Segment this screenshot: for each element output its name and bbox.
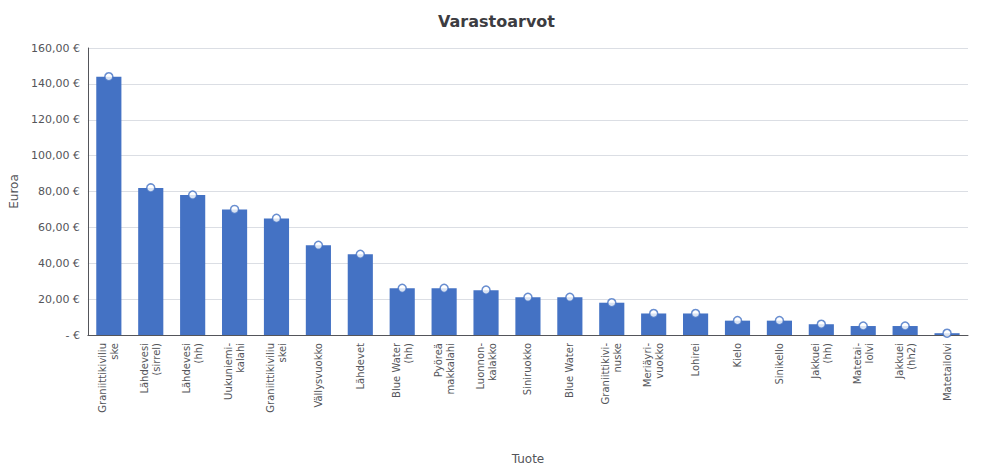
svg-text:140,00 €: 140,00 € <box>31 77 80 90</box>
svg-text:Jakkuei: Jakkuei <box>894 343 905 380</box>
svg-text:nuske: nuske <box>612 343 623 372</box>
svg-text:Graniittikivi-: Graniittikivi- <box>600 343 611 405</box>
svg-text:Meriäyri-: Meriäyri- <box>642 343 653 388</box>
svg-text:ske: ske <box>109 343 120 360</box>
svg-text:Blue Water: Blue Water <box>391 342 402 398</box>
svg-text:Sinikello: Sinikello <box>774 343 785 385</box>
svg-text:Uukuniemi-: Uukuniemi- <box>223 343 234 400</box>
svg-text:kalakko: kalakko <box>487 343 498 381</box>
svg-text:(hh): (hh) <box>403 343 414 364</box>
svg-text:Pyöreä: Pyöreä <box>433 343 444 377</box>
svg-text:Vällysvuokko: Vällysvuokko <box>313 343 324 408</box>
svg-text:lolvi: lolvi <box>864 343 875 363</box>
svg-text:Jakkuei: Jakkuei <box>810 343 821 380</box>
svg-text:makkalahi: makkalahi <box>445 343 456 394</box>
svg-text:Lähdevesi: Lähdevesi <box>181 343 192 394</box>
svg-text:Lähdevet: Lähdevet <box>355 343 366 390</box>
svg-text:Euroa: Euroa <box>7 174 21 209</box>
svg-text:kalahi: kalahi <box>235 343 246 373</box>
svg-text:40,00 €: 40,00 € <box>38 257 80 270</box>
svg-text:Siniruokko: Siniruokko <box>522 343 533 395</box>
svg-text:Kielo: Kielo <box>732 343 743 367</box>
svg-text:Blue Water: Blue Water <box>564 342 575 398</box>
svg-text:160,00 €: 160,00 € <box>31 42 80 55</box>
svg-text:(sirrel): (sirrel) <box>151 343 162 376</box>
svg-text:(hh): (hh) <box>193 343 204 364</box>
svg-text:120,00 €: 120,00 € <box>31 113 80 126</box>
svg-text:(hh2): (hh2) <box>906 343 917 370</box>
svg-text:Lähdevesi: Lähdevesi <box>139 343 150 394</box>
svg-text:Luonnon-: Luonnon- <box>475 343 486 390</box>
svg-text:80,00 €: 80,00 € <box>38 185 80 198</box>
svg-text:vuokko: vuokko <box>654 343 665 379</box>
svg-text:Matetailolvi: Matetailolvi <box>942 343 953 401</box>
svg-text:Lohirei: Lohirei <box>690 343 701 376</box>
svg-text:Varastoarvot: Varastoarvot <box>438 12 555 31</box>
svg-text:(hh): (hh) <box>822 343 833 364</box>
svg-text:- €: - € <box>65 329 79 342</box>
svg-text:60,00 €: 60,00 € <box>38 221 80 234</box>
svg-text:20,00 €: 20,00 € <box>38 293 80 306</box>
svg-text:Tuote: Tuote <box>511 452 545 466</box>
svg-text:Graniittikiviliu: Graniittikiviliu <box>97 343 108 413</box>
svg-text:Graniittikiviliu: Graniittikiviliu <box>265 343 276 413</box>
svg-text:100,00 €: 100,00 € <box>31 149 80 162</box>
svg-text:skei: skei <box>277 343 288 363</box>
svg-text:Matetai-: Matetai- <box>852 343 863 385</box>
